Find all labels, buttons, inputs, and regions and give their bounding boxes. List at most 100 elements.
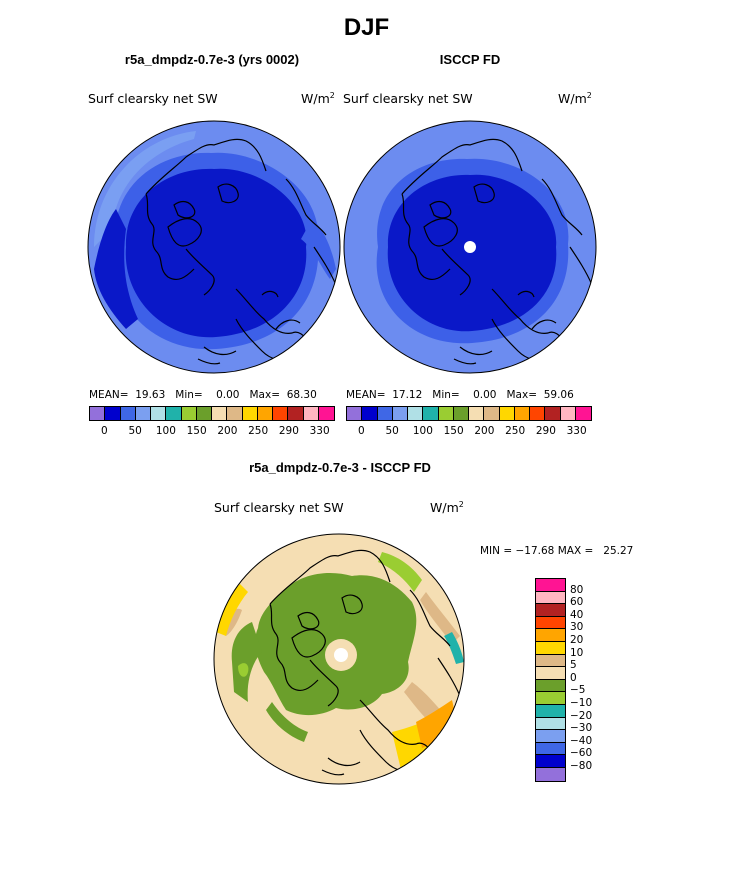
colorbar-swatch xyxy=(545,407,561,420)
diff-map-orange-southeast xyxy=(416,700,458,748)
colorbar-tick-label: 5 xyxy=(570,659,577,672)
colorbar-swatch xyxy=(536,579,565,592)
diff-map-lightgreen-west xyxy=(238,663,249,677)
colorbar-swatch xyxy=(392,407,408,420)
colorbar-tick-label: −30 xyxy=(570,722,593,735)
colorbar-tick-label: −60 xyxy=(570,747,593,760)
colorbar-swatch xyxy=(362,407,378,420)
diff-map-pole-hole xyxy=(334,648,348,662)
colorbar-swatch xyxy=(575,407,591,420)
colorbar-tick-label: 100 xyxy=(155,425,176,437)
diff-map-tan-northeast xyxy=(420,592,460,644)
season-title: DJF xyxy=(343,14,390,41)
colorbar-tick-label: 60 xyxy=(570,596,584,609)
colorbar-swatch xyxy=(408,407,424,420)
left-colorbar-ticks: 0 50 100 150 200 250 290 330 xyxy=(89,425,339,437)
diff-colorbar-ticks: 80 60 40 30 20 10 5 0 −5 −10 −20 −30 −40 −60 −80 xyxy=(570,578,620,788)
colorbar-swatch xyxy=(536,679,565,693)
colorbar-swatch xyxy=(273,407,289,420)
colorbar-tick-label: −20 xyxy=(570,709,593,722)
colorbar-tick-label: 0 xyxy=(101,425,108,437)
diff-map-teal-east xyxy=(444,632,464,664)
colorbar-tick-label: 250 xyxy=(248,425,269,437)
colorbar-swatch xyxy=(135,407,151,420)
colorbar-swatch xyxy=(536,629,565,642)
colorbar-swatch xyxy=(536,591,565,605)
right-map-boundary xyxy=(343,120,597,374)
colorbar-swatch xyxy=(166,407,182,420)
colorbar-tick-label: 40 xyxy=(570,608,584,621)
colorbar-tick-label: 50 xyxy=(385,425,399,437)
right-variable-label: Surf clearsky net SW xyxy=(343,91,473,106)
colorbar-swatch xyxy=(453,407,469,420)
left-colorbar xyxy=(89,406,335,421)
colorbar-tick-label: 250 xyxy=(505,425,526,437)
colorbar-tick-label: 290 xyxy=(278,425,299,437)
left-map-mid-lobe-east xyxy=(301,219,336,279)
right-polar-map xyxy=(343,120,597,374)
left-polar-map xyxy=(87,120,341,374)
colorbar-tick-label: 30 xyxy=(570,621,584,634)
colorbar-tick-label: −80 xyxy=(570,760,593,772)
colorbar-swatch xyxy=(257,407,273,420)
colorbar-swatch xyxy=(536,704,565,718)
colorbar-swatch xyxy=(151,407,167,420)
colorbar-swatch xyxy=(514,407,530,420)
colorbar-tick-label: 10 xyxy=(570,646,584,659)
colorbar-swatch xyxy=(242,407,258,420)
colorbar-swatch xyxy=(536,641,565,655)
colorbar-swatch xyxy=(530,407,546,420)
colorbar-swatch xyxy=(499,407,515,420)
colorbar-tick-label: 150 xyxy=(443,425,464,437)
right-map-pole-hole xyxy=(464,241,476,253)
colorbar-swatch xyxy=(536,616,565,630)
colorbar-tick-label: 80 xyxy=(570,583,584,596)
colorbar-swatch xyxy=(536,755,565,768)
colorbar-tick-label: 100 xyxy=(412,425,433,437)
colorbar-swatch xyxy=(318,407,334,420)
colorbar-swatch xyxy=(536,717,565,731)
right-panel-title: ISCCP FD xyxy=(439,52,501,67)
diff-map-yellow-west xyxy=(216,584,248,636)
colorbar-swatch xyxy=(536,767,565,781)
right-map-inner-region xyxy=(387,174,557,332)
colorbar-swatch xyxy=(536,604,565,617)
colorbar-swatch xyxy=(536,730,565,743)
colorbar-swatch xyxy=(196,407,212,420)
colorbar-tick-label: −5 xyxy=(570,684,586,697)
diff-map-lightgreen-north xyxy=(378,552,422,592)
colorbar-tick-label: 290 xyxy=(535,425,556,437)
colorbar-swatch xyxy=(484,407,500,420)
colorbar-swatch xyxy=(469,407,485,420)
colorbar-swatch xyxy=(536,654,565,668)
left-panel-title: r5a_dmpdz-0.7e-3 (yrs 0002) xyxy=(124,52,300,67)
colorbar-swatch xyxy=(438,407,454,420)
colorbar-tick-label: −10 xyxy=(570,697,593,709)
colorbar-swatch xyxy=(560,407,576,420)
diff-panel-title: r5a_dmpdz-0.7e-3 - ISCCP FD xyxy=(249,460,431,475)
diff-polar-map xyxy=(213,533,465,785)
right-units-label: W/m2 xyxy=(558,91,592,107)
diff-units-label: W/m2 xyxy=(430,500,464,516)
colorbar-tick-label: 0 xyxy=(358,425,365,437)
left-map-inner-lobe-west xyxy=(94,209,138,329)
diff-stats: MIN = −17.68 MAX = 25.27 xyxy=(480,545,634,557)
colorbar-swatch xyxy=(227,407,243,420)
colorbar-tick-label: 20 xyxy=(570,634,584,646)
left-map-boundary xyxy=(87,120,341,374)
right-stats: MEAN= 17.12 Min= 0.00 Max= 59.06 xyxy=(346,389,574,401)
colorbar-swatch xyxy=(90,407,106,420)
left-stats: MEAN= 19.63 Min= 0.00 Max= 68.30 xyxy=(89,389,317,401)
diff-colorbar xyxy=(535,578,566,782)
colorbar-tick-label: 200 xyxy=(474,425,495,437)
colorbar-swatch xyxy=(303,407,319,420)
colorbar-tick-label: 0 xyxy=(570,671,577,684)
right-colorbar-ticks: 0 50 100 150 200 250 290 330 xyxy=(346,425,596,437)
colorbar-swatch xyxy=(212,407,228,420)
colorbar-swatch xyxy=(536,742,565,756)
colorbar-swatch xyxy=(347,407,363,420)
diff-map-green-south xyxy=(266,702,308,742)
colorbar-swatch xyxy=(423,407,439,420)
right-map-coastlines xyxy=(401,138,593,365)
colorbar-swatch xyxy=(120,407,136,420)
